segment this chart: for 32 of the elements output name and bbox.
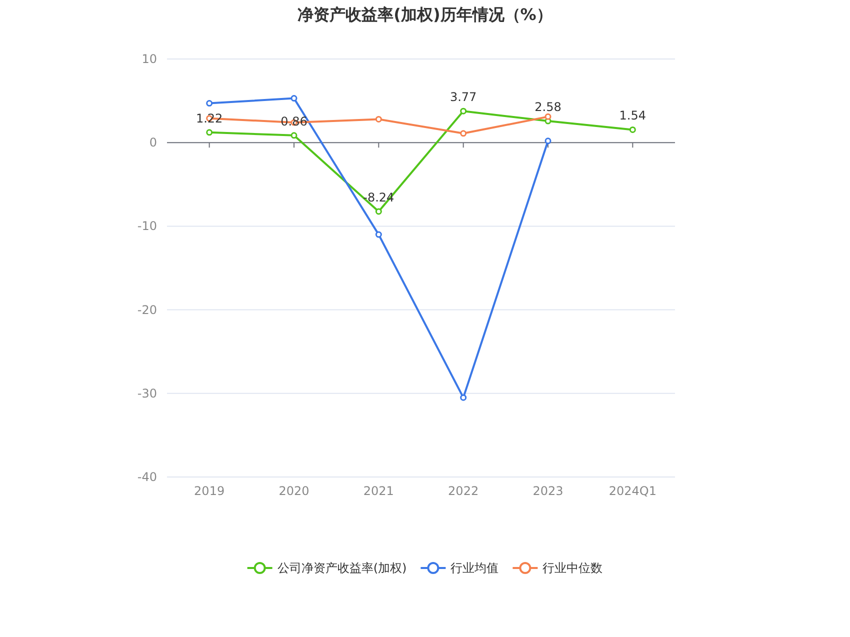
x-tick-label: 2023 — [532, 484, 564, 498]
point — [629, 126, 636, 133]
chart-title: 净资产收益率(加权)历年情况（%） — [298, 5, 552, 24]
legend-label: 行业中位数 — [542, 561, 603, 575]
x-tick-label: 2022 — [448, 484, 479, 498]
y-tick-label: 10 — [142, 52, 157, 66]
point — [206, 129, 213, 136]
x-tick-label: 2020 — [278, 484, 310, 498]
point — [375, 116, 382, 122]
data-label: 1.54 — [619, 108, 646, 123]
point — [375, 231, 382, 238]
y-tick-label: -10 — [137, 219, 157, 234]
point — [206, 100, 213, 107]
data-label: 2.58 — [534, 100, 562, 114]
y-tick-label: -30 — [137, 386, 157, 400]
point — [460, 394, 467, 401]
x-tick-label: 2021 — [363, 484, 394, 498]
point — [375, 208, 382, 215]
legend-label: 公司净资产收益率(加权) — [277, 561, 407, 575]
x-tick-label: 2019 — [194, 484, 225, 498]
y-tick-label: 0 — [149, 136, 157, 150]
y-tick-label: -40 — [137, 470, 157, 484]
data-label: 3.77 — [450, 90, 477, 104]
legend-label: 行业均值 — [450, 561, 499, 575]
point — [290, 95, 298, 102]
x-tick-label: 2024Q1 — [608, 484, 656, 498]
y-tick-label: -20 — [137, 302, 157, 317]
point — [544, 138, 552, 144]
point — [544, 113, 552, 120]
point — [460, 130, 467, 137]
point — [290, 132, 298, 139]
point — [460, 108, 467, 114]
